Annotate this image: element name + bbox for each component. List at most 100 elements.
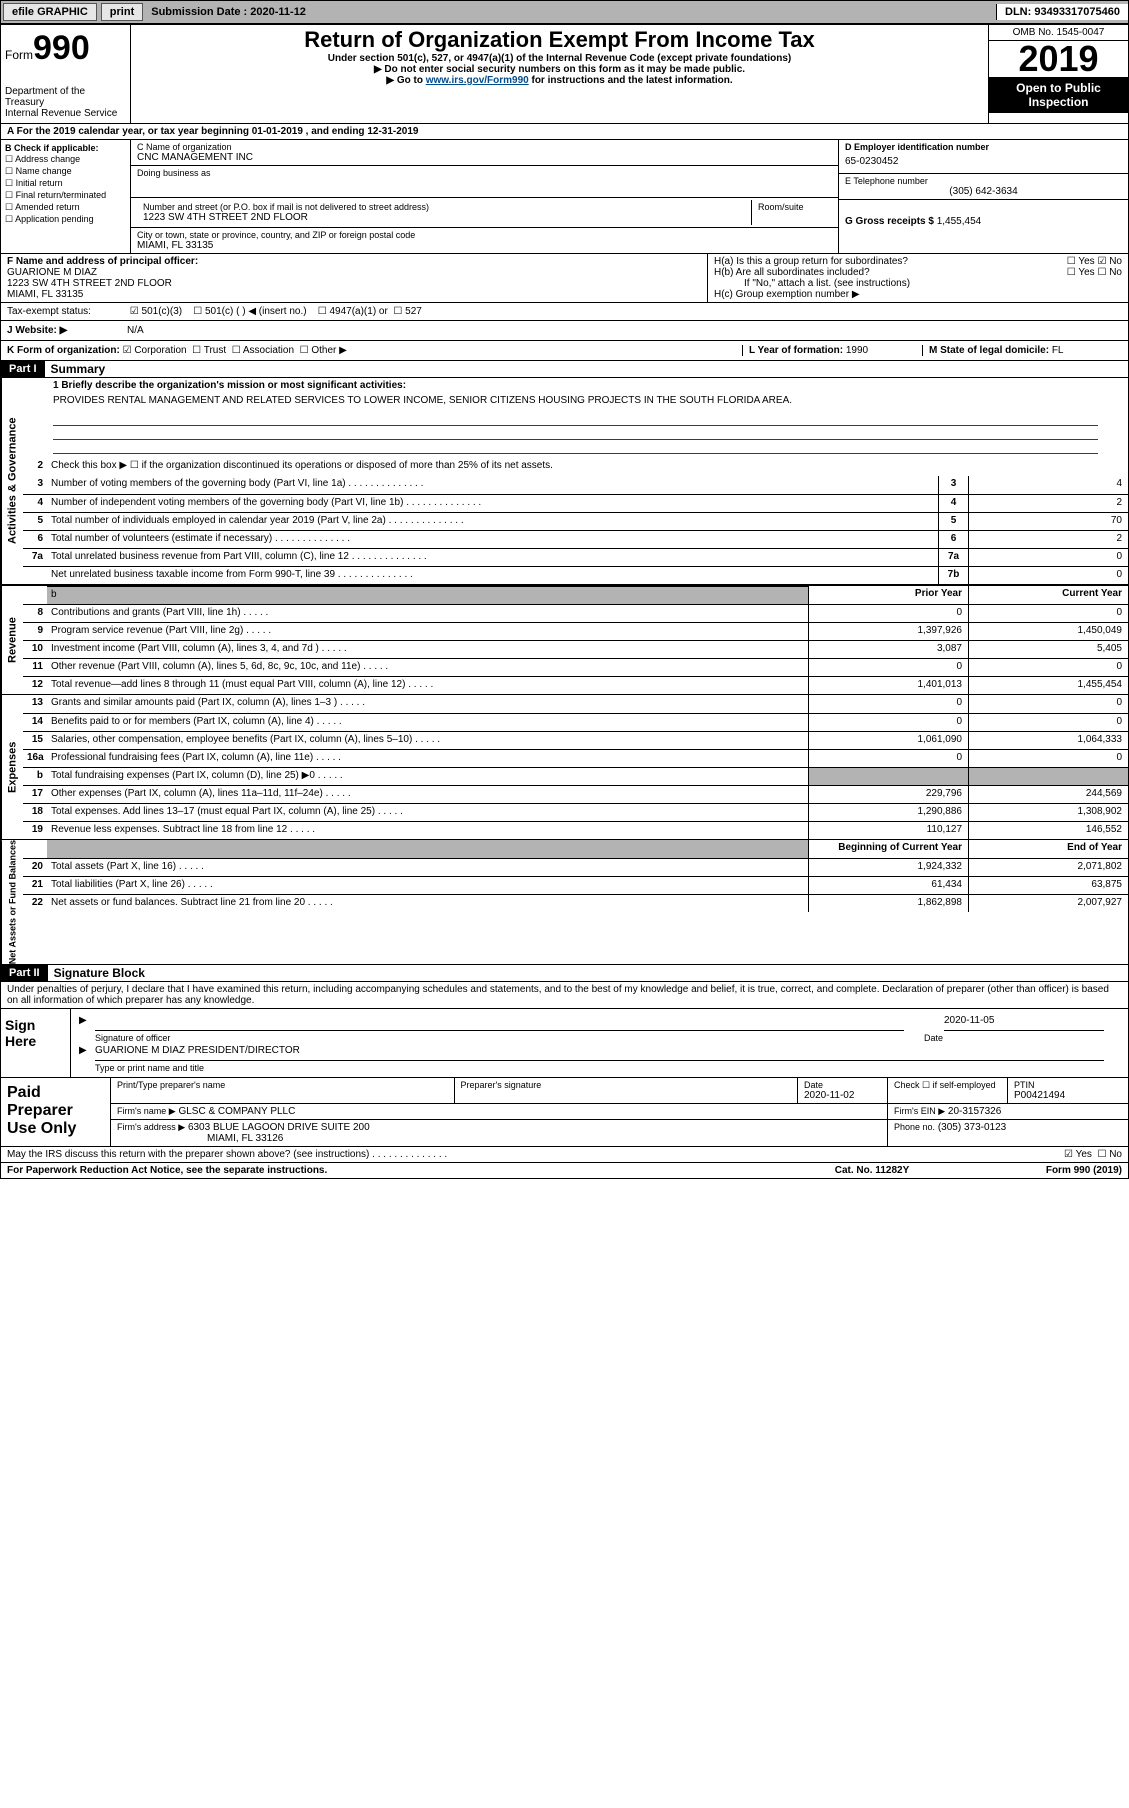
prior-year-hdr: Prior Year [808, 586, 968, 604]
street-label: Number and street (or P.O. box if mail i… [143, 202, 745, 212]
open-public: Open to Public Inspection [989, 77, 1128, 113]
tax-year: 2019 [989, 41, 1128, 77]
hb-yes[interactable]: Yes [1067, 267, 1095, 278]
data-line: 9Program service revenue (Part VIII, lin… [23, 622, 1128, 640]
name-title: GUARIONE M DIAZ PRESIDENT/DIRECTOR [95, 1045, 300, 1056]
irs-link[interactable]: www.irs.gov/Form990 [426, 75, 529, 86]
dba-label: Doing business as [137, 168, 832, 178]
ha-yes[interactable]: Yes [1067, 256, 1095, 267]
tax-exempt-row: Tax-exempt status: 501(c)(3) 501(c) ( ) … [0, 303, 1129, 321]
discuss-no[interactable]: No [1097, 1149, 1122, 1160]
discuss-yes[interactable]: Yes [1064, 1149, 1092, 1160]
box-b-label: B Check if applicable: [5, 143, 126, 153]
current-year-hdr: Current Year [968, 586, 1128, 604]
data-line: 10Investment income (Part VIII, column (… [23, 640, 1128, 658]
officer-addr1: 1223 SW 4TH STREET 2ND FLOOR [7, 278, 701, 289]
firm-name: GLSC & COMPANY PLLC [178, 1106, 295, 1117]
tab-expenses: Expenses [1, 695, 23, 839]
submission-date: Submission Date : 2020-11-12 [145, 4, 312, 20]
prep-date-label: Date [804, 1080, 881, 1090]
gov-line: 6Total number of volunteers (estimate if… [23, 530, 1128, 548]
klm-row: K Form of organization: Corporation Trus… [0, 341, 1129, 361]
te-501c[interactable]: 501(c) ( ) ◀ (insert no.) [193, 306, 306, 317]
firm-addr-label: Firm's address ▶ [117, 1122, 185, 1132]
box-h: H(a) Is this a group return for subordin… [708, 254, 1128, 302]
part2-badge: Part II [1, 965, 48, 981]
sig-date-label: Date [924, 1033, 1124, 1043]
firm-city: MIAMI, FL 33126 [117, 1133, 881, 1144]
data-line: 18Total expenses. Add lines 13–17 (must … [23, 803, 1128, 821]
goto-post: for instructions and the latest informat… [529, 75, 733, 86]
cb-amended[interactable]: Amended return [5, 202, 126, 213]
hb-label: H(b) Are all subordinates included? [714, 267, 870, 278]
m-value: FL [1052, 345, 1064, 356]
firm-ein: 20-3157326 [948, 1106, 1001, 1117]
part1-badge: Part I [1, 361, 45, 377]
data-line: 17Other expenses (Part IX, column (A), l… [23, 785, 1128, 803]
gov-line: 7aTotal unrelated business revenue from … [23, 548, 1128, 566]
row-fh: F Name and address of principal officer:… [0, 254, 1129, 303]
k-corp[interactable]: Corporation [123, 345, 187, 356]
k-label: K Form of organization: [7, 345, 120, 356]
efile-btn[interactable]: efile GRAPHIC [3, 3, 97, 21]
perjury-block: Under penalties of perjury, I declare th… [0, 982, 1129, 1009]
phone-label: E Telephone number [845, 176, 1122, 186]
ha-no[interactable]: No [1097, 256, 1122, 267]
discuss-row: May the IRS discuss this return with the… [0, 1147, 1129, 1163]
goto-pre: Go to [397, 75, 426, 86]
te-527[interactable]: 527 [393, 306, 421, 317]
website-value: N/A [127, 325, 144, 336]
mission-line [53, 412, 1098, 426]
k-trust[interactable]: Trust [192, 345, 226, 356]
sig-date: 2020-11-05 [944, 1015, 994, 1026]
hc-label: H(c) Group exemption number ▶ [714, 289, 1122, 300]
firm-phone: (305) 373-0123 [938, 1122, 1006, 1133]
prep-date: 2020-11-02 [804, 1090, 881, 1101]
part2-title: Signature Block [54, 966, 145, 980]
phone: (305) 642-3634 [845, 186, 1122, 197]
cb-initial[interactable]: Initial return [5, 178, 126, 189]
data-line: 21Total liabilities (Part X, line 26)61,… [23, 876, 1128, 894]
gov-line: 3Number of voting members of the governi… [23, 476, 1128, 494]
cat-no: Cat. No. 11282Y [772, 1165, 972, 1176]
subtitle-2: Do not enter social security numbers on … [137, 64, 982, 75]
tab-governance: Activities & Governance [1, 378, 23, 584]
ein: 65-0230452 [845, 152, 1122, 171]
box-c: C Name of organization CNC MANAGEMENT IN… [131, 140, 838, 253]
cb-name[interactable]: Name change [5, 166, 126, 177]
k-other[interactable]: Other ▶ [300, 345, 347, 356]
data-line: 19Revenue less expenses. Subtract line 1… [23, 821, 1128, 839]
cb-final[interactable]: Final return/terminated [5, 190, 126, 201]
l-label: L Year of formation: [749, 345, 843, 356]
data-line: 20Total assets (Part X, line 16)1,924,33… [23, 858, 1128, 876]
form-ref: Form 990 (2019) [972, 1165, 1122, 1176]
data-line: 11Other revenue (Part VIII, column (A), … [23, 658, 1128, 676]
l-value: 1990 [846, 345, 868, 356]
org-name-label: C Name of organization [137, 142, 832, 152]
perjury-text: Under penalties of perjury, I declare th… [7, 984, 1109, 1006]
form-num: 990 [33, 29, 90, 67]
website-row: J Website: ▶ N/A [0, 321, 1129, 341]
gross-label: G Gross receipts $ [845, 216, 934, 227]
data-line: 15Salaries, other compensation, employee… [23, 731, 1128, 749]
te-501c3[interactable]: 501(c)(3) [130, 306, 182, 317]
prep-self[interactable]: Check ☐ if self-employed [894, 1080, 1001, 1091]
data-line: 22Net assets or fund balances. Subtract … [23, 894, 1128, 912]
ptin-label: PTIN [1014, 1080, 1122, 1090]
part2: Part II Signature Block [0, 965, 1129, 982]
cb-address[interactable]: Address change [5, 154, 126, 165]
k-assoc[interactable]: Association [232, 345, 294, 356]
line1-label: 1 Briefly describe the organization's mi… [23, 378, 1128, 393]
cb-pending[interactable]: Application pending [5, 214, 126, 225]
website-label: J Website: ▶ [7, 325, 127, 336]
end-year-hdr: End of Year [968, 840, 1128, 858]
te-4947[interactable]: 4947(a)(1) or [318, 306, 388, 317]
hb-no[interactable]: No [1097, 267, 1122, 278]
ha-label: H(a) Is this a group return for subordin… [714, 256, 908, 267]
tab-revenue: Revenue [1, 586, 23, 694]
street: 1223 SW 4TH STREET 2ND FLOOR [143, 212, 745, 223]
gov-line: Net unrelated business taxable income fr… [23, 566, 1128, 584]
form-title: Return of Organization Exempt From Incom… [137, 27, 982, 53]
print-btn[interactable]: print [101, 3, 143, 21]
box-f: F Name and address of principal officer:… [1, 254, 708, 302]
